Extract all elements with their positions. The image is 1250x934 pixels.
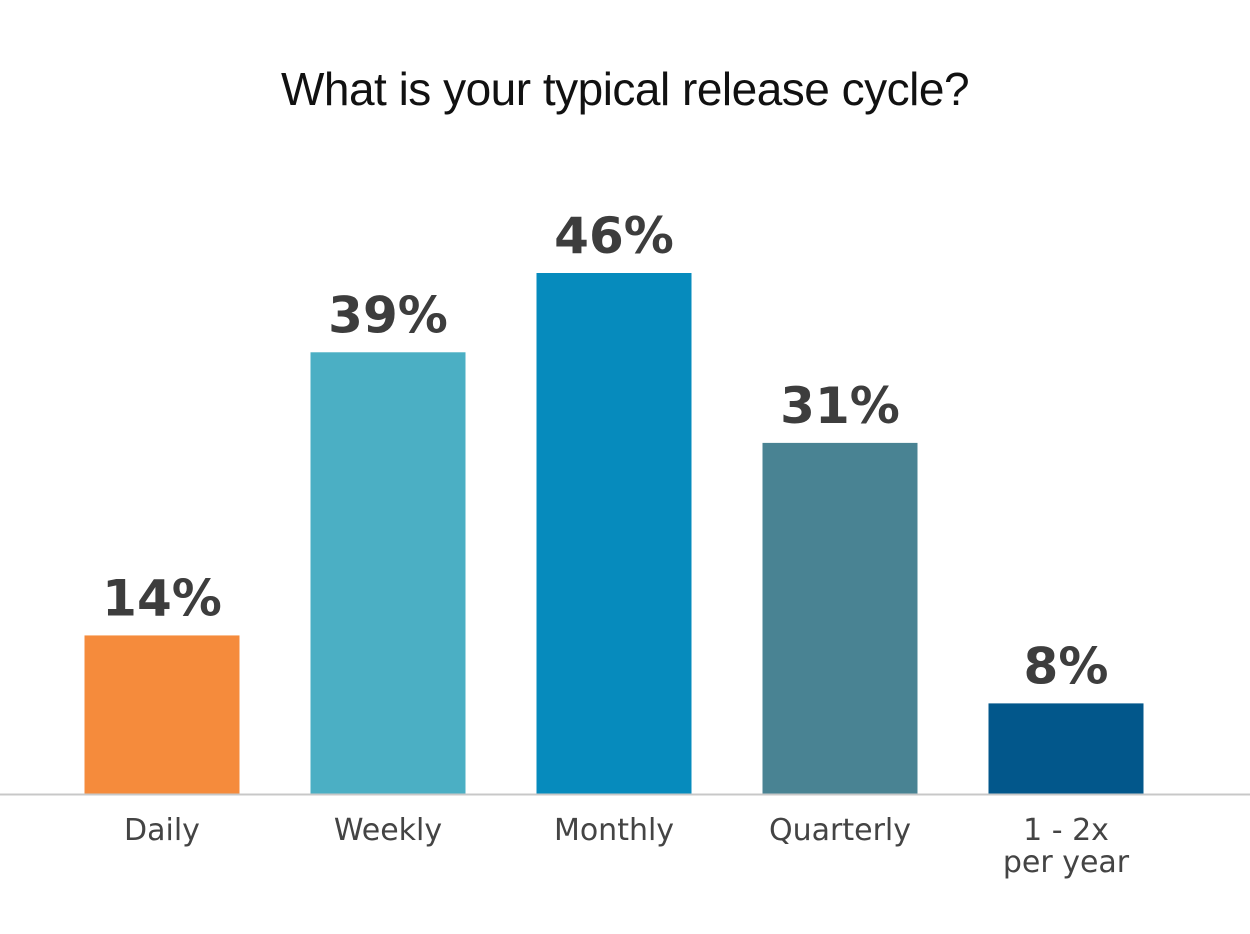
category-label-0: Daily [124, 813, 200, 848]
chart-title: What is your typical release cycle? [280, 63, 970, 115]
bar-4 [988, 703, 1144, 794]
bar-2 [536, 273, 692, 794]
bar-1 [310, 352, 466, 794]
value-label-4: 8% [1024, 637, 1109, 695]
value-label-1: 39% [328, 286, 448, 344]
category-label-1: Weekly [334, 813, 442, 848]
bars [84, 273, 1144, 794]
value-label-0: 14% [102, 569, 222, 627]
category-label-2: Monthly [554, 813, 674, 848]
category-label-3: Quarterly [769, 813, 911, 848]
bar-3 [762, 442, 918, 794]
category-label-4-line-0: 1 - 2x [1023, 813, 1109, 848]
value-labels: 14% 39% 46% 31% 8% [102, 207, 1108, 695]
value-label-3: 31% [780, 377, 900, 435]
category-label-4-line-1: per year [1003, 845, 1130, 880]
value-label-2: 46% [554, 207, 674, 265]
bar-0 [84, 635, 240, 794]
